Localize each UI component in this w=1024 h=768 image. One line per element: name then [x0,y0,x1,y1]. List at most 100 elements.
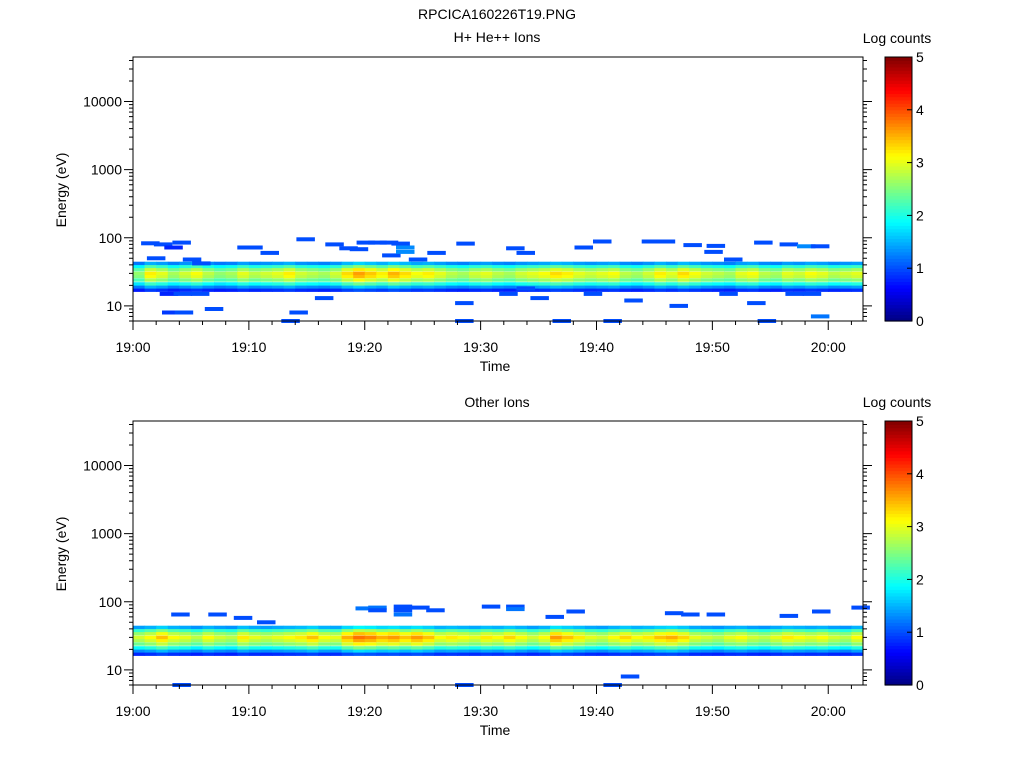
heatmap-cell [538,282,551,286]
heatmap-cell [677,271,690,276]
heatmap-cell [179,625,192,630]
heatmap-cell [561,638,574,643]
heatmap-cell [480,649,493,653]
heatmap-cell [133,261,146,266]
heatmap-cell [642,278,655,282]
heatmap-cell [561,628,574,633]
heatmap-cell [503,285,516,289]
heatmap-cell [712,642,725,646]
heatmap-cell [712,261,725,266]
heatmap-cell [689,652,702,656]
heatmap-cell [144,628,157,633]
heatmap-cell [608,268,621,272]
heatmap-cell [689,264,702,269]
colorbar-segment [885,599,912,604]
y-tick-label: 1000 [91,526,122,542]
heatmap-cell [272,282,285,286]
heatmap-cell [793,271,806,276]
heatmap-cell [179,635,192,640]
heatmap-cell [816,274,829,279]
heatmap-cell [527,652,540,656]
heatmap-cell [538,628,551,633]
heatmap-cell [156,285,169,289]
heatmap-cell [700,282,713,286]
heatmap-cell [527,635,540,640]
heatmap-cell [758,274,771,279]
heatmap-cell [202,628,215,633]
heatmap-cell [202,285,215,289]
heatmap-cell [584,628,597,633]
heatmap-cell [538,642,551,646]
heatmap-cell [295,632,308,636]
heatmap-cell [619,646,632,650]
heatmap-cell [573,274,586,279]
x-tick-label: 19:10 [231,703,266,719]
heatmap-cell [480,646,493,650]
heatmap-cell [133,268,146,272]
heatmap-cell [596,268,609,272]
heatmap-cell [758,649,771,653]
heatmap-cell [642,274,655,279]
heatmap-cell [596,652,609,656]
colorbar-segment [885,632,912,637]
heatmap-cell [353,642,366,646]
heatmap-cell [527,264,540,269]
heatmap-cell [353,261,366,266]
heatmap-cell [457,646,470,650]
heatmap-cell [793,285,806,289]
heatmap-cell [411,278,424,282]
heatmap-cell [214,625,227,630]
heatmap-cell [283,649,296,653]
heatmap-cell [364,625,377,630]
heatmap-cell [828,278,841,282]
colorbar-segment [885,635,912,640]
heatmap-cell [642,261,655,266]
heatmap-cell [828,625,841,630]
colorbar-segment [885,450,912,455]
colorbar-segment [885,248,912,253]
heatmap-cell [724,257,743,262]
heatmap-cell [550,628,563,633]
heatmap-cell [584,635,597,640]
heatmap-cell [341,285,354,289]
heatmap-cell [260,649,273,653]
heatmap-cell [306,274,319,279]
heatmap-cell [735,278,748,282]
colorbar-tick-label: 5 [916,413,924,429]
heatmap-cell [724,652,737,656]
heatmap-cell [306,282,319,286]
heatmap-cell [712,652,725,656]
heatmap-cell [596,282,609,286]
heatmap-cell [190,625,203,630]
colorbar-segment [885,288,912,292]
heatmap-cell [391,241,410,246]
heatmap-cell [515,628,528,633]
heatmap-cell [376,271,389,276]
heatmap-cell [272,646,285,650]
heatmap-cell [469,625,482,630]
heatmap-cell [654,652,667,656]
plot-axes: 10 100 1000 10000 19:00 19:10 19:20 19:30 19:40 1… [83,56,872,355]
heatmap-cell [584,632,597,636]
heatmap-cell [364,288,377,292]
heatmap-cell [492,628,505,633]
heatmap-cell [851,268,864,272]
heatmap-cell [248,635,261,640]
heatmap-cell [353,649,366,653]
heatmap-cell [376,285,389,289]
colorbar-segment [885,516,912,521]
heatmap-cell [538,268,551,272]
heatmap-cell [538,649,551,653]
heatmap-cell [700,638,713,643]
heatmap-cell [781,628,794,633]
heatmap-cell [422,271,435,276]
heatmap-cell [399,288,412,292]
heatmap-cell [492,632,505,636]
heatmap-cell [364,278,377,282]
colorbar-segment [885,652,912,656]
heatmap-cell [805,635,818,640]
heatmap-cell [225,632,238,636]
heatmap-cell [642,646,655,650]
heatmap-cell [144,642,157,646]
colorbar-tick-label: 4 [916,102,924,118]
